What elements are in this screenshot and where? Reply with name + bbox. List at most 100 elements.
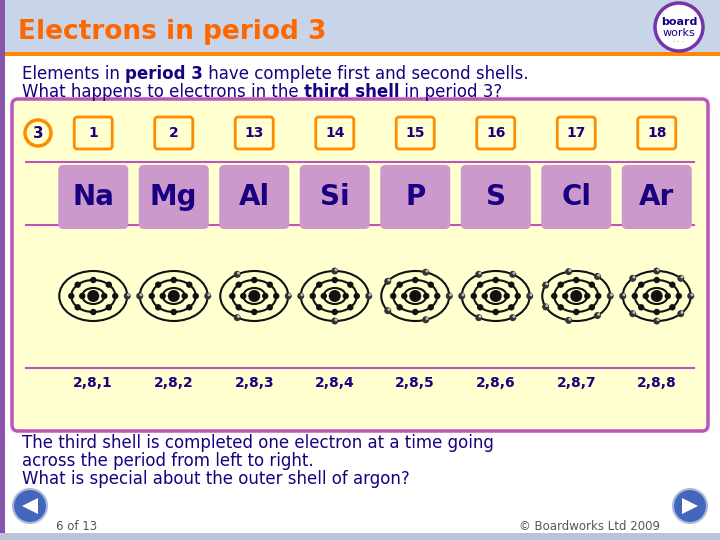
Text: Cl: Cl [562, 183, 591, 211]
Circle shape [638, 281, 644, 288]
Circle shape [13, 489, 47, 523]
FancyBboxPatch shape [220, 165, 289, 229]
Circle shape [542, 282, 549, 289]
Circle shape [515, 293, 521, 299]
Circle shape [446, 293, 453, 300]
Circle shape [422, 316, 429, 323]
Bar [0, 0, 720, 55]
Text: 1: 1 [89, 126, 98, 140]
Circle shape [171, 277, 177, 283]
Bar [0, 52, 720, 56]
Circle shape [570, 290, 582, 302]
Circle shape [638, 304, 644, 310]
Text: 2,8,2: 2,8,2 [154, 376, 194, 390]
Circle shape [79, 293, 86, 299]
Circle shape [595, 293, 601, 299]
Circle shape [124, 293, 131, 300]
Text: 13: 13 [245, 126, 264, 140]
FancyBboxPatch shape [638, 117, 676, 149]
Circle shape [331, 309, 338, 315]
Circle shape [171, 309, 177, 315]
Circle shape [262, 293, 269, 299]
Circle shape [477, 281, 483, 288]
Text: 6 of 13: 6 of 13 [56, 521, 97, 534]
Circle shape [87, 290, 99, 302]
Text: 2,8,1: 2,8,1 [73, 376, 113, 390]
Circle shape [235, 281, 242, 288]
Text: Na: Na [72, 183, 114, 211]
Circle shape [642, 293, 649, 299]
Circle shape [434, 293, 441, 299]
FancyBboxPatch shape [461, 165, 531, 229]
Circle shape [186, 281, 192, 288]
Circle shape [479, 272, 482, 275]
Circle shape [397, 304, 403, 310]
Text: 15: 15 [405, 126, 425, 140]
Circle shape [565, 317, 572, 324]
Text: 16: 16 [486, 126, 505, 140]
Circle shape [594, 312, 601, 319]
Text: · · ·: · · · [673, 39, 685, 45]
Circle shape [384, 307, 391, 314]
Text: P: P [405, 183, 426, 211]
Circle shape [479, 315, 482, 318]
Circle shape [127, 293, 130, 296]
Circle shape [234, 314, 240, 321]
Circle shape [106, 281, 112, 288]
Text: S: S [486, 183, 505, 211]
Circle shape [266, 281, 273, 288]
Circle shape [248, 290, 260, 302]
Circle shape [526, 293, 534, 300]
Text: Si: Si [320, 183, 350, 211]
Circle shape [678, 310, 684, 317]
Circle shape [675, 293, 682, 299]
Circle shape [657, 268, 660, 271]
Text: 18: 18 [647, 126, 667, 140]
Circle shape [573, 277, 580, 283]
Circle shape [387, 308, 390, 311]
Circle shape [462, 293, 464, 296]
Circle shape [513, 272, 516, 275]
Text: 14: 14 [325, 126, 344, 140]
Circle shape [384, 278, 391, 285]
Circle shape [475, 271, 482, 278]
Circle shape [551, 293, 557, 299]
Circle shape [426, 269, 428, 273]
Polygon shape [22, 498, 38, 514]
Circle shape [320, 293, 327, 299]
Circle shape [422, 269, 429, 276]
FancyBboxPatch shape [380, 165, 450, 229]
Circle shape [343, 293, 349, 299]
Circle shape [297, 293, 305, 300]
Circle shape [428, 281, 434, 288]
Circle shape [74, 304, 81, 310]
Circle shape [492, 277, 499, 283]
Circle shape [329, 290, 341, 302]
Circle shape [589, 281, 595, 288]
Text: Electrons in period 3: Electrons in period 3 [18, 19, 326, 45]
Circle shape [568, 269, 572, 272]
Text: The third shell is completed one electron at a time going: The third shell is completed one electro… [22, 434, 494, 452]
Circle shape [106, 304, 112, 310]
Circle shape [428, 304, 434, 310]
Circle shape [509, 271, 516, 278]
Circle shape [597, 313, 600, 316]
Circle shape [192, 293, 199, 299]
FancyBboxPatch shape [557, 117, 595, 149]
Circle shape [300, 293, 303, 296]
Bar [0, 56, 5, 540]
Text: 2,8,5: 2,8,5 [395, 376, 435, 390]
Circle shape [237, 272, 240, 275]
Circle shape [482, 293, 488, 299]
Circle shape [557, 281, 564, 288]
Circle shape [74, 281, 81, 288]
Text: 3: 3 [32, 125, 43, 140]
Circle shape [25, 120, 51, 146]
Circle shape [589, 304, 595, 310]
Circle shape [140, 293, 143, 296]
Circle shape [471, 293, 477, 299]
Circle shape [90, 309, 96, 315]
Circle shape [101, 293, 107, 299]
FancyBboxPatch shape [235, 117, 274, 149]
FancyBboxPatch shape [12, 99, 708, 431]
